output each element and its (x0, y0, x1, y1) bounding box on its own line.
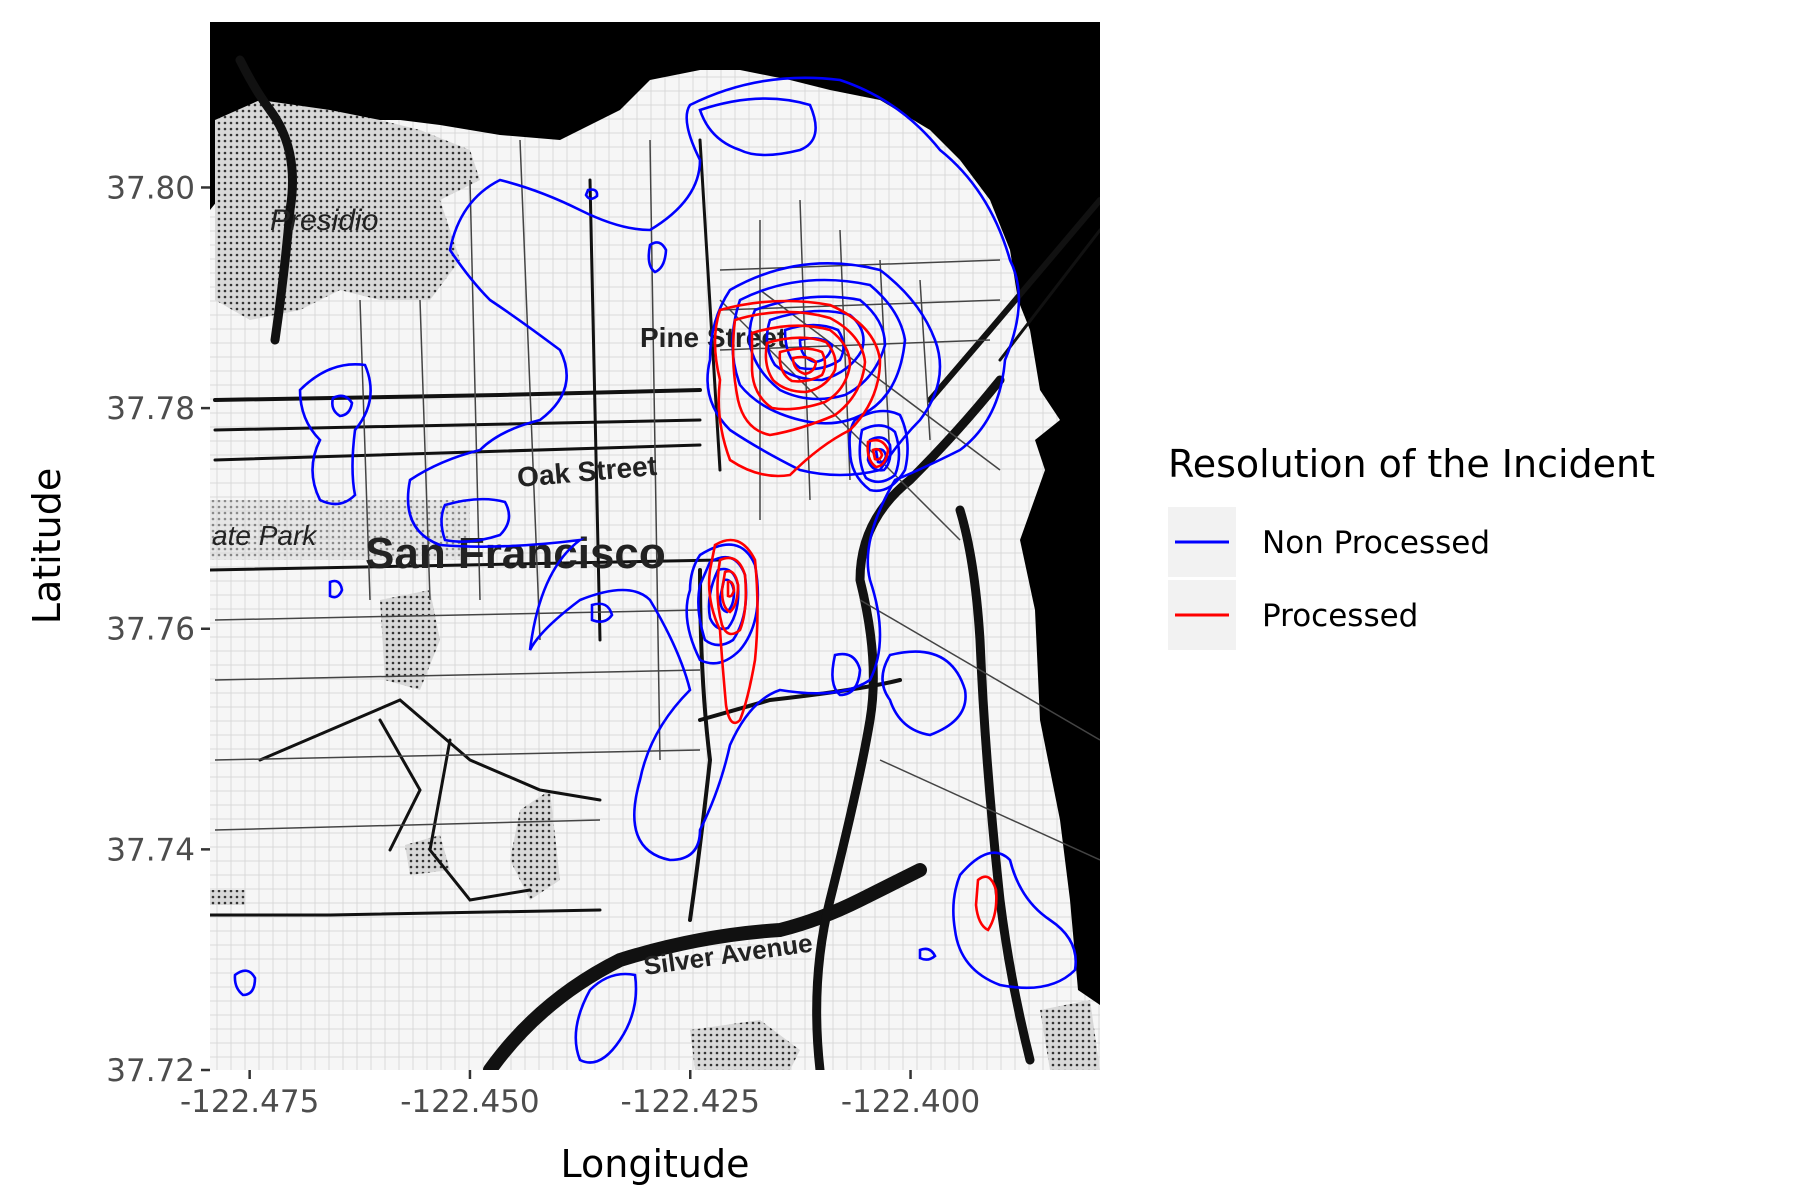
y-tick-label: 37.72 (106, 1053, 195, 1089)
contour-blue-ring2 (706, 262, 942, 477)
contour-blue-west-peak (331, 394, 354, 418)
park-d (690, 1020, 800, 1070)
contour-red-tenderloin-3 (750, 324, 852, 411)
x-axis-title: Longitude (561, 1142, 750, 1186)
contour-blue-pac-heights (647, 241, 668, 274)
y-tick-label: 37.76 (106, 612, 195, 648)
legend-title: Resolution of the Incident (1168, 442, 1655, 486)
contour-red-tenderloin-6 (791, 355, 818, 376)
x-tick-label: -122.450 (400, 1084, 539, 1120)
y-tick-label: 37.74 (106, 832, 195, 868)
contour-red-tenderloin-4 (764, 336, 837, 394)
contour-blue-ring4 (748, 295, 887, 401)
contour-blue-soma-2 (858, 424, 901, 484)
y-tick-label: 37.78 (106, 391, 195, 427)
contour-red-tenderloin-2 (731, 310, 867, 437)
y-tick-label: 37.80 (106, 170, 195, 206)
legend-label-processed: Processed (1262, 598, 1418, 634)
contours-non-processed (233, 76, 1078, 1064)
contour-blue-west (298, 363, 372, 506)
contour-blue-sw (233, 969, 257, 997)
park-e (1040, 1000, 1100, 1070)
contour-red-soma-2 (871, 447, 884, 461)
contour-red-mission-4 (726, 580, 736, 598)
contour-red-tenderloin-1 (713, 299, 882, 478)
map-label-presidio: Presidio (270, 204, 378, 237)
contour-blue-soma-1 (848, 409, 909, 493)
contour-blue-soma-3 (866, 436, 892, 472)
contours-processed (707, 299, 998, 932)
contour-red-bayview (974, 875, 998, 932)
contour-blue-dolores (590, 602, 614, 623)
contour-blue-outer-north (406, 76, 1021, 862)
contour-blue-lower-west (328, 579, 344, 599)
park-b (510, 790, 560, 900)
x-axis: -122.475 -122.450 -122.425 -122.400 (180, 1070, 980, 1120)
contour-blue-civic-1 (440, 497, 511, 543)
contour-red-mission-2 (716, 556, 748, 636)
park-f (210, 890, 245, 905)
map-label-san-francisco: San Francisco (365, 529, 666, 578)
axes: -122.475 -122.450 -122.425 -122.400 37.7237… (25, 170, 980, 1186)
x-tick-label: -122.400 (841, 1084, 980, 1120)
park-c (405, 835, 450, 875)
contour-blue-se-dot (918, 947, 937, 961)
legend-label-non-processed: Non Processed (1262, 525, 1490, 561)
density-contours (233, 76, 1078, 1064)
contour-blue-bayview (952, 851, 1078, 990)
contour-blue-excelsior (574, 972, 638, 1064)
x-tick-label: -122.425 (621, 1084, 760, 1120)
map-label-gate-park: ate Park (212, 520, 318, 551)
minor-roads (214, 139, 1100, 861)
contour-blue-presidio-dot (584, 188, 599, 201)
legend: Resolution of the Incident Non Processed… (1168, 442, 1655, 650)
contour-red-tenderloin-5 (778, 347, 827, 383)
contour-red-soma (866, 438, 890, 469)
contour-blue-ring3 (731, 278, 907, 425)
basemap: Presidio Pine Street Oak Street ate Park… (210, 22, 1100, 1070)
contour-red-mission-1 (707, 538, 759, 725)
major-roads (210, 55, 1100, 1070)
y-axis-title: Latitude (25, 468, 69, 624)
contour-blue-potrero (881, 650, 967, 737)
golden-gate-park (210, 500, 470, 560)
x-tick-label: -122.475 (180, 1084, 319, 1120)
y-axis: 37.72 37.74 37.76 37.78 37.80 (106, 170, 210, 1089)
contour-blue-mission-1 (685, 543, 760, 665)
contour-blue-east-mission (831, 652, 862, 697)
contour-red-mission-3 (720, 570, 740, 614)
contour-blue-nw-peak (698, 97, 817, 157)
